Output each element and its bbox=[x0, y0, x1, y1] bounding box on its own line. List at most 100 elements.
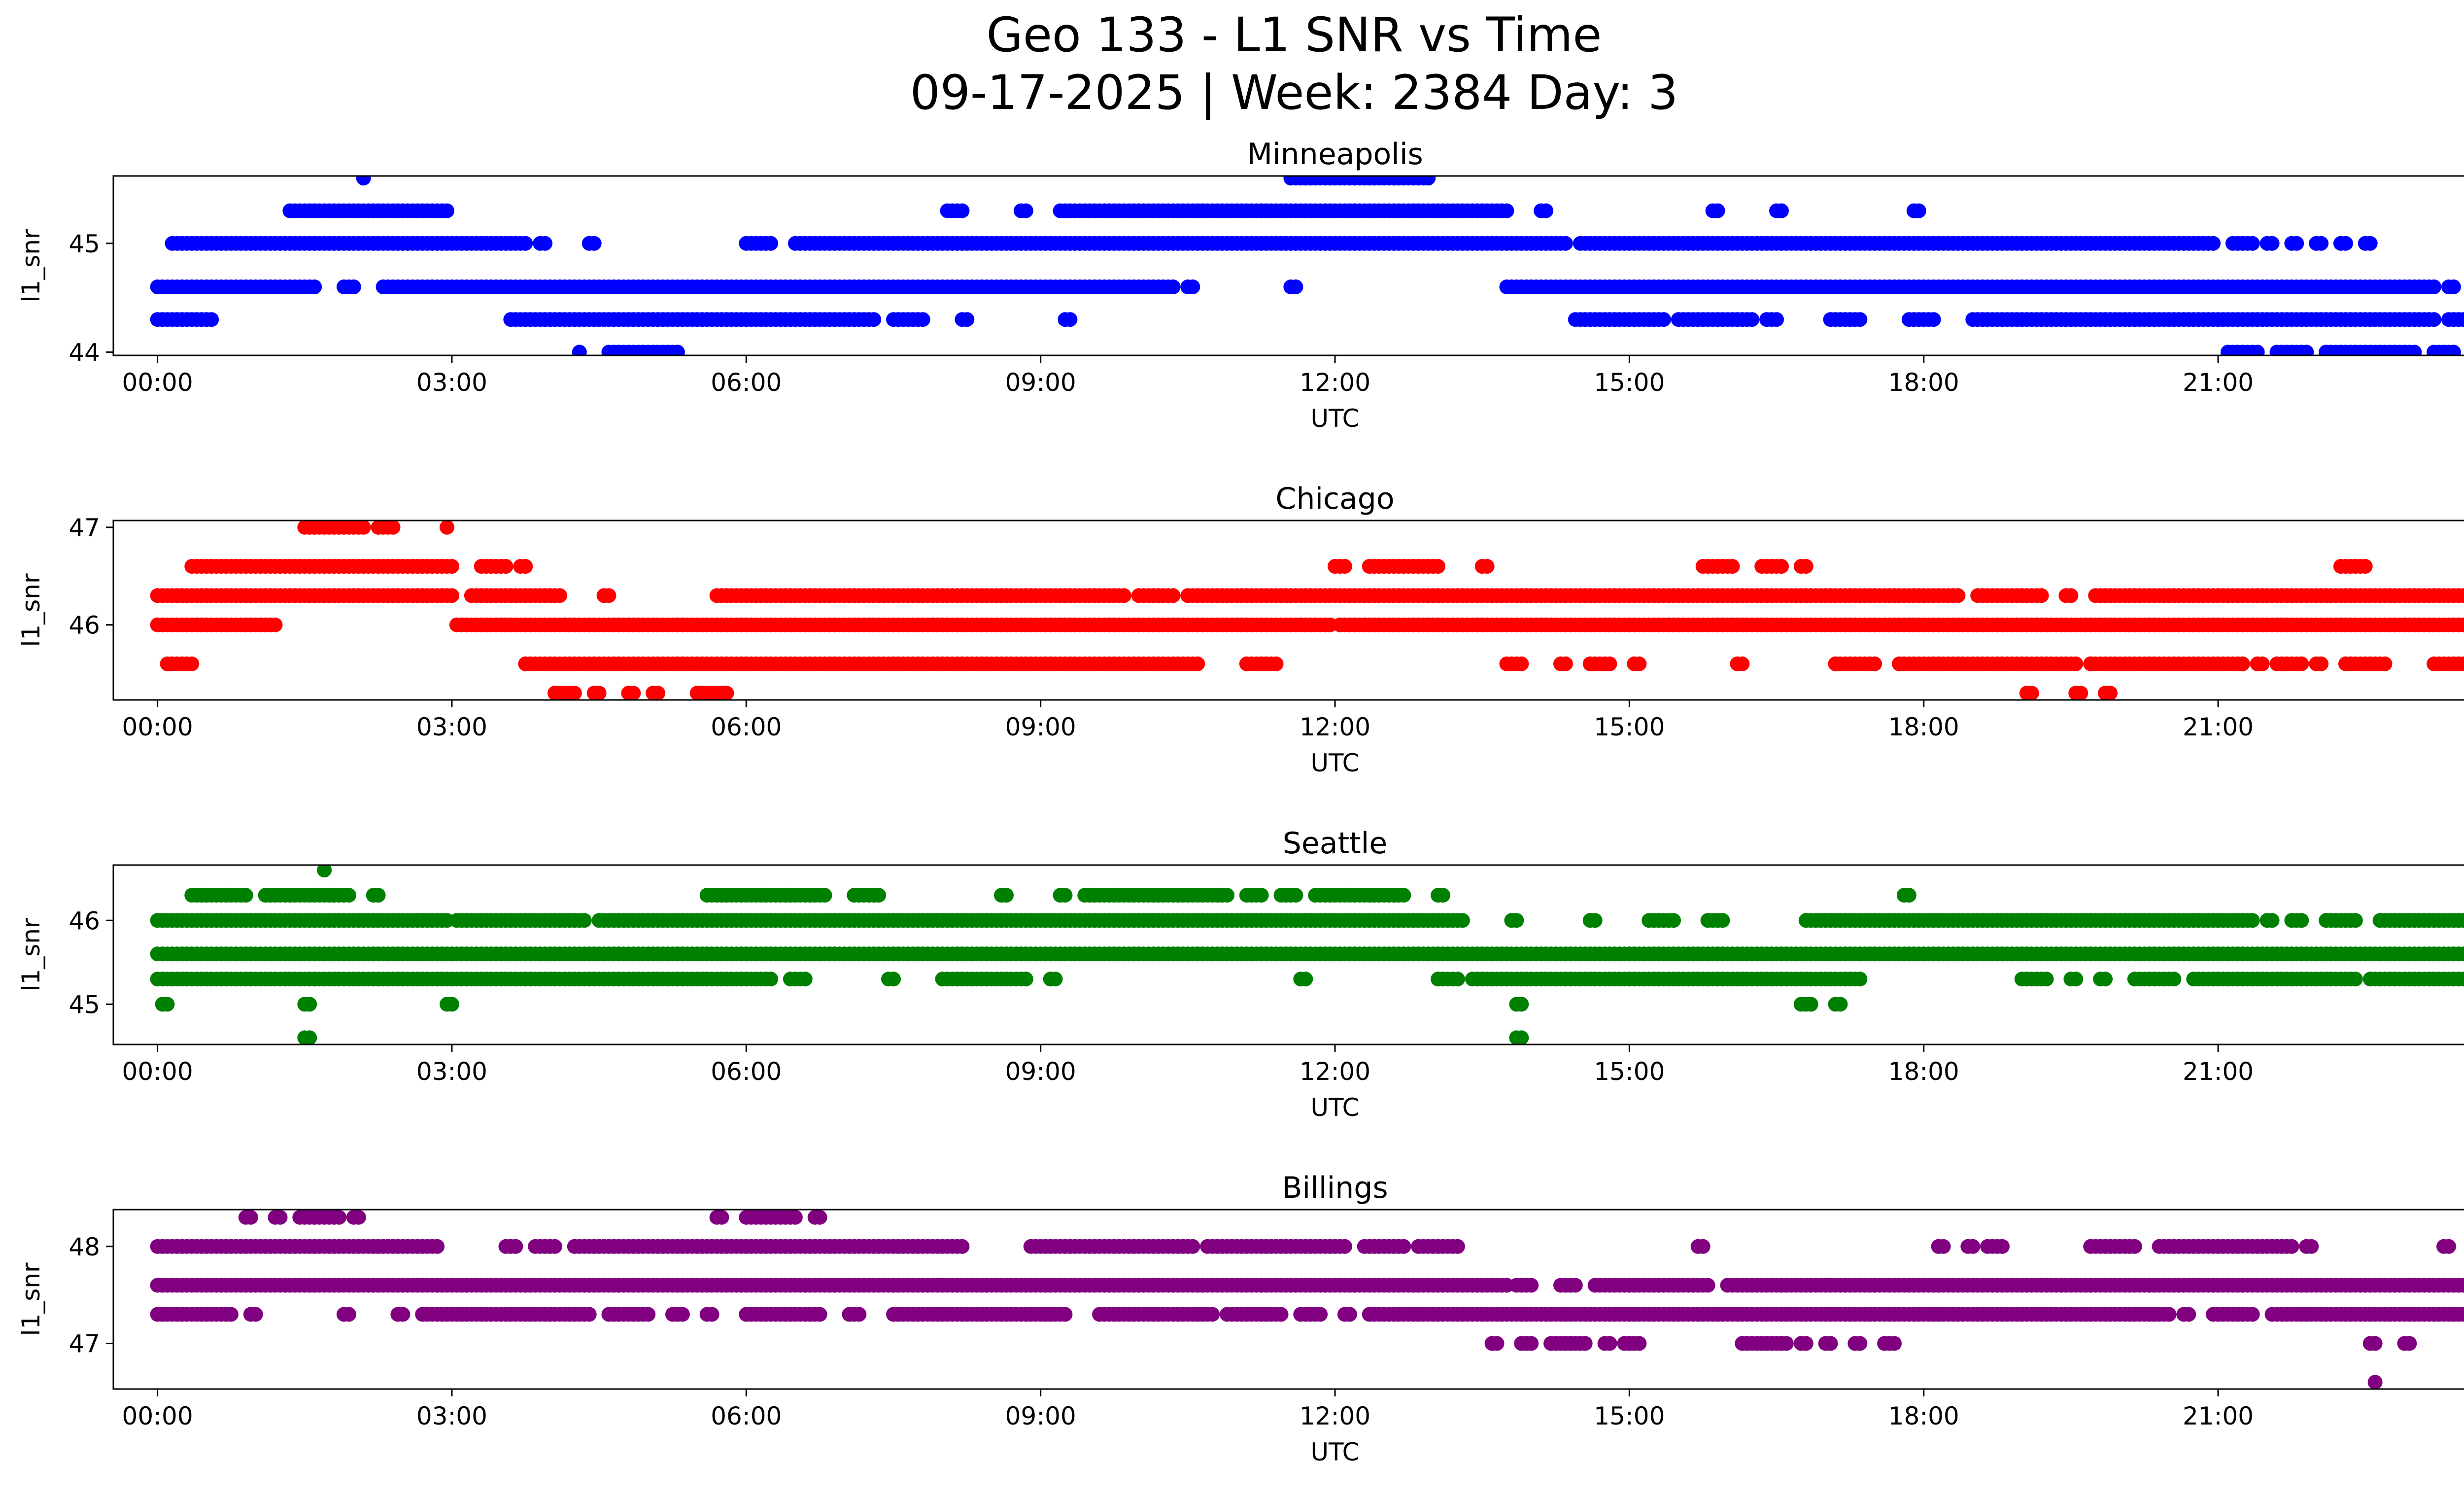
x-tick-label: 09:00 bbox=[1005, 1057, 1076, 1086]
y-tick-label: 44 bbox=[68, 338, 100, 367]
data-point bbox=[2245, 913, 2260, 928]
data-point bbox=[1725, 559, 1740, 574]
data-point bbox=[371, 888, 386, 903]
data-point bbox=[440, 521, 454, 535]
y-tick-label: 47 bbox=[68, 514, 100, 542]
data-point bbox=[518, 236, 533, 251]
data-point bbox=[1558, 236, 1573, 251]
data-point bbox=[2314, 236, 2329, 251]
data-point bbox=[763, 972, 779, 987]
data-point bbox=[356, 176, 371, 186]
data-point bbox=[1018, 203, 1033, 218]
data-point bbox=[430, 1239, 445, 1254]
data-point bbox=[356, 521, 371, 535]
data-point bbox=[1254, 888, 1269, 903]
data-point bbox=[2427, 279, 2442, 294]
data-point bbox=[1774, 203, 1789, 218]
data-point bbox=[307, 279, 322, 294]
data-point bbox=[1926, 312, 1941, 327]
data-point bbox=[567, 686, 582, 700]
data-point bbox=[959, 312, 975, 327]
data-point bbox=[1499, 203, 1514, 218]
x-axis-label: UTC bbox=[1310, 749, 1359, 777]
data-point bbox=[248, 1307, 263, 1322]
data-point bbox=[332, 1210, 346, 1225]
data-point bbox=[1514, 1030, 1529, 1044]
panel-title: Minneapolis bbox=[1247, 137, 1423, 172]
data-point bbox=[273, 1210, 288, 1225]
data-point bbox=[548, 1239, 562, 1254]
data-point bbox=[1852, 972, 1868, 987]
data-point bbox=[704, 1307, 719, 1322]
data-point bbox=[2289, 236, 2304, 251]
data-point bbox=[2304, 1239, 2319, 1254]
data-point bbox=[2245, 236, 2260, 251]
data-point bbox=[445, 588, 459, 603]
data-point bbox=[1062, 312, 1078, 327]
x-tick-label: 15:00 bbox=[1594, 1057, 1665, 1086]
data-point bbox=[1514, 997, 1529, 1012]
y-tick-label: 46 bbox=[68, 906, 100, 935]
data-point bbox=[2264, 236, 2280, 251]
data-points-seattle bbox=[150, 865, 2464, 1044]
data-point bbox=[2299, 345, 2314, 355]
data-point bbox=[1337, 1239, 1352, 1254]
data-point bbox=[1774, 559, 1789, 574]
x-tick-label: 00:00 bbox=[122, 713, 193, 741]
data-point bbox=[2264, 913, 2280, 928]
data-point bbox=[1867, 656, 1882, 671]
data-point bbox=[586, 236, 602, 251]
x-tick-label: 18:00 bbox=[1888, 1057, 1959, 1086]
x-tick-label: 18:00 bbox=[1888, 368, 1959, 397]
data-point bbox=[268, 617, 283, 632]
data-point bbox=[2446, 345, 2461, 355]
data-point bbox=[670, 345, 685, 355]
x-axis-label: UTC bbox=[1310, 1093, 1359, 1122]
data-point bbox=[1048, 972, 1063, 987]
data-point bbox=[1514, 656, 1529, 671]
data-point bbox=[2098, 972, 2113, 987]
panel-title: Billings bbox=[1282, 1171, 1388, 1205]
x-tick-label: 21:00 bbox=[2183, 1057, 2254, 1086]
x-tick-label: 09:00 bbox=[1005, 713, 1076, 741]
data-point bbox=[2461, 914, 2464, 927]
data-point bbox=[2461, 1279, 2464, 1291]
data-point bbox=[1190, 656, 1205, 671]
x-tick-label: 12:00 bbox=[1300, 713, 1370, 741]
data-point bbox=[2441, 1239, 2456, 1254]
panel-title: Chicago bbox=[1275, 482, 1394, 516]
x-tick-label: 06:00 bbox=[711, 368, 782, 397]
data-point bbox=[1911, 203, 1926, 218]
y-tick-label: 46 bbox=[68, 611, 100, 640]
data-point bbox=[797, 972, 813, 987]
data-point bbox=[1798, 559, 1814, 574]
data-points-minneapolis bbox=[150, 176, 2464, 355]
figure-title-line2: 09-17-2025 | Week: 2384 Day: 3 bbox=[910, 65, 1678, 121]
x-tick-label: 00:00 bbox=[122, 1057, 193, 1086]
data-points-billings bbox=[150, 1210, 2464, 1389]
data-point bbox=[2166, 972, 2182, 987]
data-point bbox=[1288, 279, 1303, 294]
data-point bbox=[440, 203, 454, 218]
data-point bbox=[2024, 686, 2039, 700]
data-point bbox=[955, 1239, 970, 1254]
data-point bbox=[1185, 279, 1200, 294]
data-point bbox=[582, 1307, 597, 1322]
data-point bbox=[1116, 588, 1131, 603]
data-point bbox=[999, 888, 1014, 903]
data-point bbox=[2348, 972, 2363, 987]
data-point bbox=[1965, 1239, 1981, 1254]
data-point bbox=[1431, 559, 1446, 574]
x-tick-label: 15:00 bbox=[1594, 713, 1665, 741]
data-point bbox=[577, 913, 592, 928]
x-tick-label: 06:00 bbox=[711, 1057, 782, 1086]
data-point bbox=[2039, 972, 2054, 987]
data-point bbox=[2461, 948, 2464, 960]
data-point bbox=[1058, 1307, 1073, 1322]
data-point bbox=[341, 1307, 356, 1322]
data-point bbox=[714, 1210, 729, 1225]
